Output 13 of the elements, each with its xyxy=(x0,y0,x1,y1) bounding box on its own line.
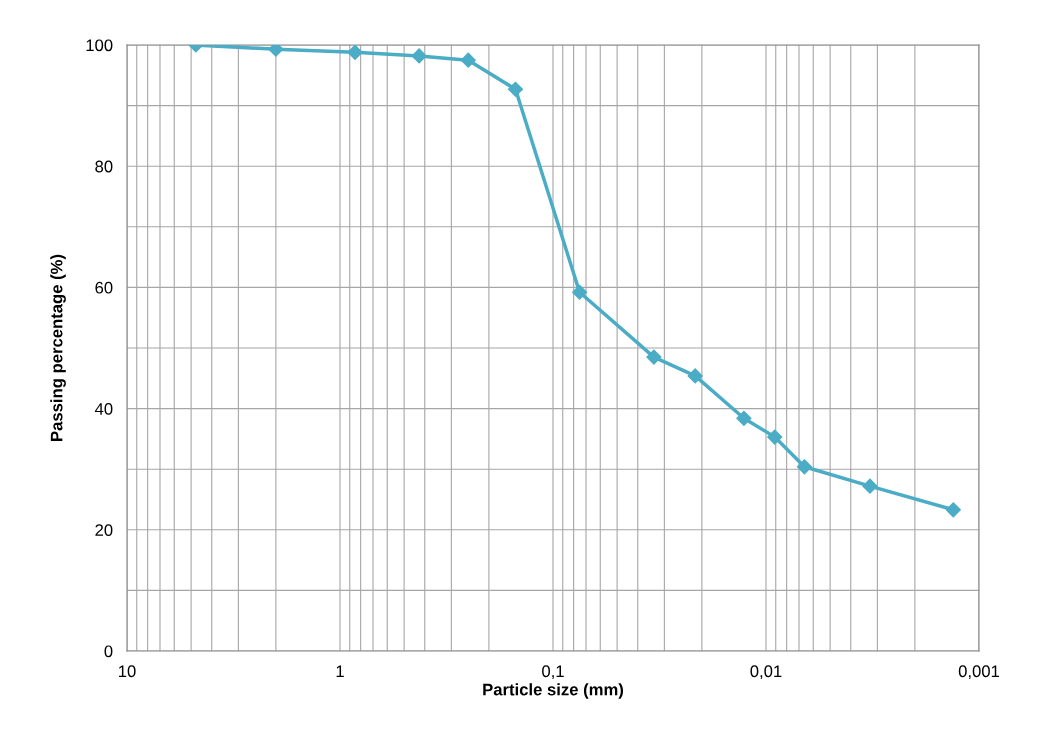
y-tick-label: 60 xyxy=(95,281,113,294)
x-tick-label: 0,001 xyxy=(958,665,1000,680)
x-tick-label: 0,01 xyxy=(750,665,782,680)
y-tick-label: 0 xyxy=(104,645,113,658)
x-tick-label: 10 xyxy=(119,665,136,678)
x-tick-label: 1 xyxy=(336,665,344,677)
y-tick-label: 20 xyxy=(95,524,113,536)
x-axis-title: Particle size (mm) xyxy=(483,683,624,699)
y-tick-label: 40 xyxy=(94,403,113,415)
x-tick-label: 0,1 xyxy=(542,665,564,680)
y-tick-label: 80 xyxy=(95,160,113,173)
y-axis-title: Passing percentage (%) xyxy=(50,254,66,441)
y-tick-label: 100 xyxy=(86,39,113,52)
